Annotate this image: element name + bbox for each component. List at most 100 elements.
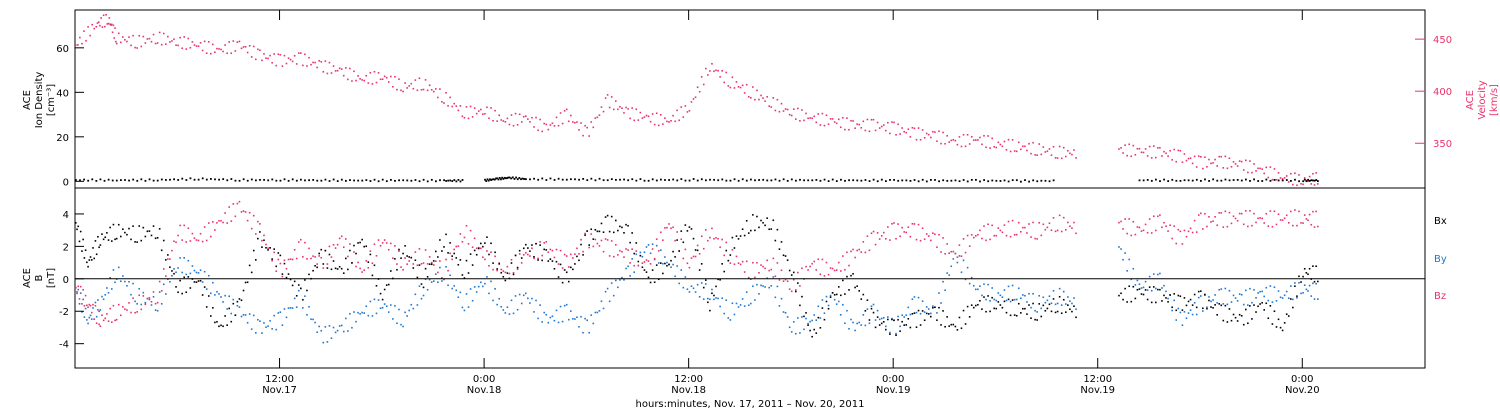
velocity-point-29-5 — [657, 124, 660, 127]
density-point-0-9 — [111, 179, 114, 182]
density-point-6-0 — [320, 179, 323, 182]
density-point-34-4 — [1308, 179, 1311, 182]
velocity-point-42-5 — [923, 136, 926, 139]
velocity-point-2-7 — [113, 37, 116, 39]
by-point-40-9 — [891, 317, 893, 320]
velocity-point-54-6 — [1171, 159, 1173, 161]
bz-point-59-9 — [1279, 219, 1282, 221]
bz-point-8-4 — [226, 222, 228, 224]
bz-point-1-6 — [94, 304, 97, 307]
velocity-point-27-7 — [621, 107, 623, 110]
by-point-39-2 — [856, 322, 858, 325]
velocity-point-7-6 — [210, 52, 212, 55]
bx-point-55-0 — [1179, 295, 1182, 298]
bz-point-47-5 — [1026, 232, 1028, 234]
bz-point-40-3 — [878, 238, 881, 240]
density-point-14-8 — [521, 177, 524, 180]
density-point-33-2 — [1269, 179, 1272, 182]
by-point-25-2 — [570, 310, 572, 312]
velocity-point-29-6 — [660, 113, 662, 116]
velocity-point-19-3 — [449, 96, 451, 99]
bz-point-37-9 — [829, 267, 832, 269]
bx-point-26-4 — [594, 228, 597, 231]
bx-point-49-8 — [1073, 305, 1075, 307]
bz-point-36-5 — [801, 267, 803, 270]
by-point-16-8 — [398, 308, 400, 311]
bz-point-37-2 — [815, 269, 818, 271]
velocity-point-59-7 — [1275, 178, 1278, 181]
bz-point-18-7 — [437, 271, 439, 274]
bz-point-21-6 — [496, 269, 498, 272]
bx-point-55-4 — [1187, 300, 1190, 303]
bz-point-42-3 — [919, 239, 922, 242]
bx-point-39-0 — [852, 273, 854, 275]
bx-point-53-8 — [1155, 301, 1157, 304]
bx-point-59-3 — [1267, 317, 1270, 320]
bz-point-4-2 — [140, 308, 143, 311]
velocity-point-61-3 — [1307, 180, 1309, 182]
velocity-point-60-1 — [1283, 177, 1286, 179]
velocity-point-52-3 — [1124, 144, 1126, 146]
by-point-9-7 — [252, 314, 255, 317]
velocity-point-46-3 — [1001, 145, 1004, 148]
density-point-19-8 — [721, 178, 724, 181]
bz-point-26-8 — [602, 250, 605, 253]
velocity-point-19-8 — [459, 105, 462, 107]
bx-point-36-3 — [797, 282, 799, 284]
bx-point-30-0 — [668, 263, 670, 266]
velocity-point-46-2 — [999, 143, 1002, 146]
by-point-32-2 — [713, 298, 715, 301]
bx-point-26-2 — [590, 228, 593, 231]
density-point-4-3 — [250, 178, 253, 181]
bz-point-27-6 — [619, 249, 621, 252]
by-point-15-5 — [371, 315, 374, 317]
velocity-point-37-6 — [823, 124, 826, 127]
by-point-9-0 — [238, 306, 241, 308]
density-point-15-3 — [537, 178, 540, 181]
by-point-59-4 — [1269, 285, 1272, 287]
velocity-point-7-0 — [197, 45, 200, 48]
bz-point-38-8 — [848, 264, 850, 267]
density-point-24-0 — [893, 179, 895, 181]
by-point-53-4 — [1146, 289, 1149, 291]
legend-bx: Bx — [1434, 216, 1447, 227]
velocity-point-45-4 — [983, 134, 985, 137]
bx-point-58-5 — [1251, 318, 1253, 320]
velocity-point-24-1 — [547, 128, 550, 131]
bz-point-43-7 — [948, 252, 951, 254]
velocity-point-6-0 — [177, 44, 179, 47]
bx-point-39-8 — [868, 319, 871, 321]
bz-point-4-1 — [138, 294, 141, 297]
density-point-26-2 — [983, 179, 985, 181]
bz-point-44-0 — [954, 252, 957, 255]
bx-point-23-4 — [533, 255, 535, 258]
bz-point-5-3 — [162, 268, 165, 270]
bx-point-2-3 — [104, 236, 107, 239]
bz-point-7-0 — [197, 239, 200, 242]
density-point-19-5 — [709, 178, 711, 181]
bz-point-53-8 — [1155, 229, 1157, 232]
by-point-18-5 — [432, 280, 435, 282]
by-point-41-8 — [909, 313, 912, 316]
bx-point-41-5 — [903, 324, 906, 326]
bx-point-0-5 — [81, 250, 83, 252]
velocity-point-38-8 — [848, 128, 850, 131]
velocity-point-28-7 — [641, 117, 644, 119]
by-point-39-3 — [858, 321, 861, 324]
velocity-point-57-0 — [1220, 155, 1223, 158]
by-point-10-9 — [277, 312, 280, 314]
bz-point-44-8 — [970, 234, 973, 236]
bx-point-8-6 — [230, 320, 233, 323]
bz-point-5-4 — [165, 275, 167, 277]
velocity-point-61-0 — [1302, 183, 1304, 186]
bz-point-22-7 — [518, 253, 521, 255]
by-point-35-7 — [784, 312, 787, 314]
density-point-20-1 — [733, 178, 736, 181]
bx-point-44-4 — [962, 309, 965, 312]
bz-point-0-8 — [84, 294, 87, 297]
density-point-15-8 — [557, 177, 560, 180]
by-point-45-3 — [981, 294, 983, 297]
bx-point-19-3 — [449, 242, 451, 244]
velocity-point-55-7 — [1193, 155, 1196, 158]
bx-point-32-7 — [723, 270, 726, 273]
